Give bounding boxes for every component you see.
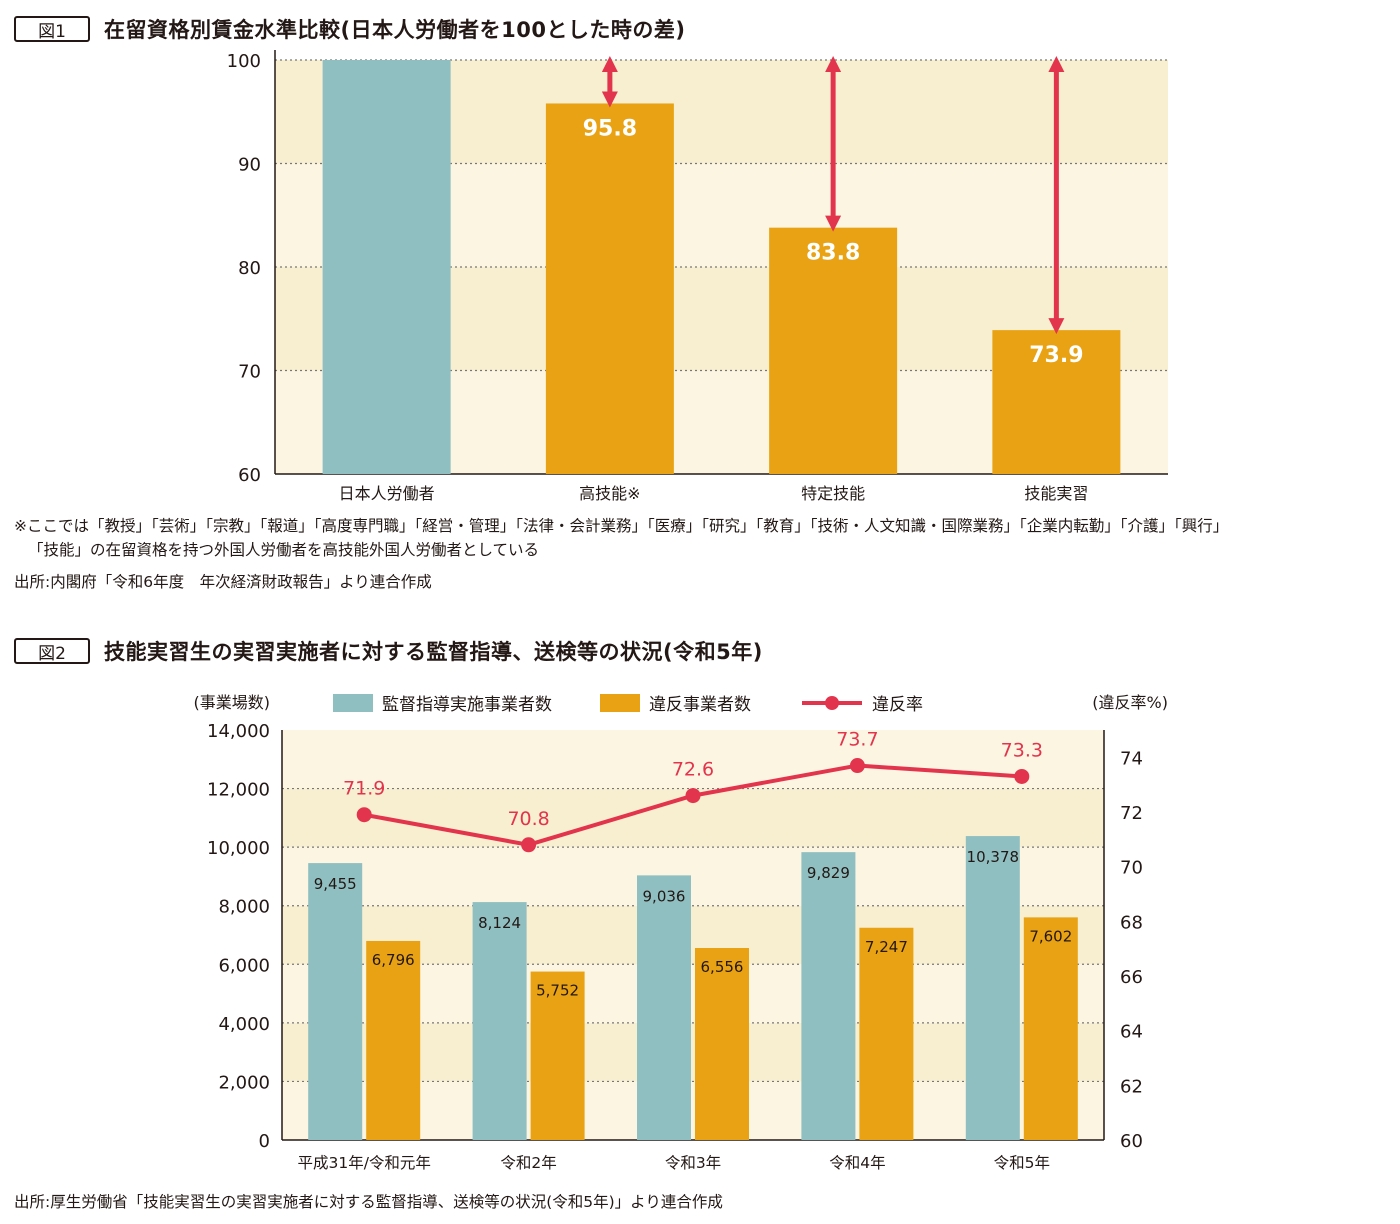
y-tick-label: 70: [238, 362, 261, 383]
x-tick-label: 高技能※: [579, 484, 640, 503]
bar-violations: [1023, 917, 1078, 1140]
rate-point: [521, 837, 537, 853]
fig2-source: 出所:厚生労働省「技能実習生の実習実施者に対する監督指導、送検等の状況(令和5年…: [14, 1193, 723, 1211]
y-axis-unit: (事業場数): [194, 693, 271, 712]
fig1-header: 図1 在留資格別賃金水準比較(日本人労働者を100とした時の差): [14, 14, 686, 44]
rate-label: 72.6: [672, 759, 714, 781]
x-tick-label: 令和4年: [829, 1154, 885, 1172]
bar: [992, 330, 1121, 474]
fig1-title: 在留資格別賃金水準比較(日本人労働者を100とした時の差): [104, 18, 686, 42]
rate-point: [685, 788, 701, 804]
legend-swatch: [333, 694, 373, 712]
y-tick-label: 8,000: [218, 897, 270, 918]
data-label: 83.8: [806, 241, 860, 266]
y-tick-label: 14,000: [207, 721, 270, 742]
data-label: 9,036: [643, 887, 686, 905]
rate-label: 70.8: [507, 808, 549, 830]
bar-violations: [366, 940, 421, 1140]
fig1-tag: 図1: [14, 16, 90, 42]
x-tick-label: 令和3年: [665, 1154, 721, 1172]
legend-label: 監督指導実施事業者数: [382, 695, 552, 715]
bar-inspected: [472, 902, 527, 1140]
fig2-header: 図2 技能実習生の実習実施者に対する監督指導、送検等の状況(令和5年): [14, 636, 763, 666]
data-label: 8,124: [478, 914, 521, 932]
y2-tick-label: 62: [1120, 1076, 1143, 1097]
x-tick-label: 令和2年: [500, 1154, 556, 1172]
y-tick-label: 2,000: [218, 1072, 270, 1093]
data-label: 9,829: [807, 864, 850, 882]
y-tick-label: 80: [238, 258, 261, 279]
legend-marker: [825, 696, 839, 710]
data-label: 6,796: [372, 951, 415, 969]
bar: [769, 227, 898, 474]
fig1-chart: 60708090100(%)日本人労働者高技能※95.8特定技能83.8技能実習…: [227, 50, 1168, 503]
y2-axis-unit: (違反率%): [1092, 693, 1168, 712]
x-tick-label: 平成31年/令和元年: [297, 1154, 430, 1172]
y2-tick-label: 72: [1120, 803, 1143, 824]
bar-violations: [695, 948, 749, 1140]
y-tick-label: 90: [238, 155, 261, 176]
rate-point: [1014, 768, 1030, 784]
y-tick-label: 60: [238, 465, 261, 486]
x-tick-label: 特定技能: [801, 484, 865, 503]
bar-inspected: [801, 852, 856, 1140]
y2-tick-label: 66: [1120, 967, 1143, 988]
y-tick-label: 4,000: [218, 1014, 270, 1035]
fig2-chart: 0 2,000 4,000 6,000 8,000 10,000 12,000 14,000 6…: [194, 693, 1169, 1172]
fig1-note-1: ※ここでは「教授」「芸術」「宗教」「報道」「高度専門職」「経営・管理」「法律・会…: [14, 517, 1229, 535]
legend-swatch: [600, 694, 640, 712]
bar: [322, 60, 451, 474]
fig2-tag: 図2: [14, 638, 90, 664]
bar-violations: [859, 927, 914, 1140]
rate-point: [356, 807, 372, 823]
y-tick-label: 10,000: [207, 838, 270, 859]
y-tick-label: 100: [227, 51, 261, 72]
data-label: 95.8: [583, 116, 637, 141]
rate-point: [849, 758, 865, 774]
data-label: 73.9: [1029, 343, 1083, 368]
y2-tick-label: 70: [1120, 858, 1143, 879]
legend-label: 違反事業者数: [649, 695, 751, 715]
data-label: 10,378: [967, 848, 1020, 866]
fig1-note-2: 「技能」の在留資格を持つ外国人労働者を高技能外国人労働者としている: [28, 541, 540, 559]
y-tick-label: 12,000: [207, 780, 270, 801]
y2-tick-label: 68: [1120, 912, 1143, 933]
x-tick-label: 令和5年: [994, 1154, 1050, 1172]
data-label: 7,602: [1029, 927, 1072, 945]
bar: [545, 103, 674, 474]
y2-tick-label: 60: [1120, 1131, 1143, 1152]
rate-label: 71.9: [343, 778, 385, 800]
data-label: 7,247: [865, 938, 908, 956]
y2-tick-label: 64: [1120, 1022, 1143, 1043]
plot-band: [282, 730, 1104, 789]
y-tick-label: 6,000: [218, 955, 270, 976]
data-label: 6,556: [701, 958, 744, 976]
bar-inspected: [308, 863, 363, 1140]
fig2-title: 技能実習生の実習実施者に対する監督指導、送検等の状況(令和5年): [104, 640, 763, 664]
rate-label: 73.3: [1001, 739, 1043, 761]
x-tick-label: 技能実習: [1024, 484, 1088, 503]
y2-tick-label: 74: [1120, 748, 1143, 769]
data-label: 5,752: [536, 982, 579, 1000]
rate-label: 73.7: [836, 729, 878, 751]
bar-inspected: [965, 836, 1020, 1140]
bar-violations: [530, 971, 585, 1140]
fig1-source: 出所:内閣府「令和6年度 年次経済財政報告」より連合作成: [14, 573, 432, 591]
data-label: 9,455: [314, 875, 357, 893]
legend-label: 違反率: [872, 695, 923, 715]
x-tick-label: 日本人労働者: [339, 484, 435, 503]
bar-inspected: [637, 875, 691, 1140]
y-tick-label: 0: [259, 1131, 270, 1152]
